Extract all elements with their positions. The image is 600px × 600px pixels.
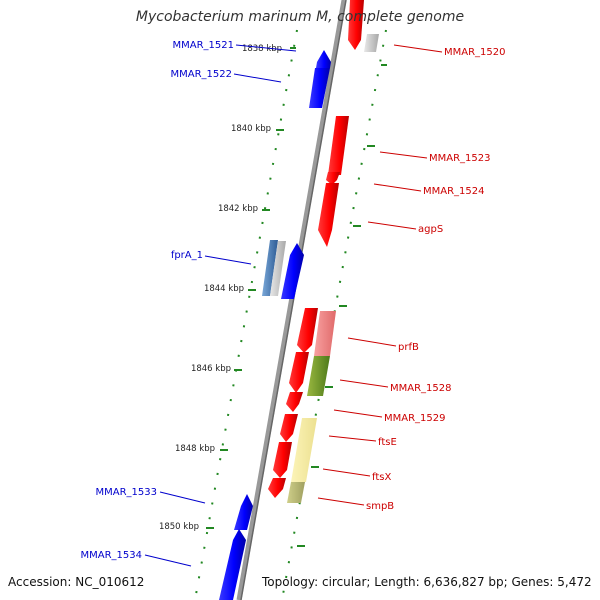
gene-ftsx-red[interactable] xyxy=(273,442,292,478)
scale-label-1850: 1850 kbp xyxy=(159,522,199,532)
label-mmar-1521[interactable]: MMAR_1521 xyxy=(173,40,235,51)
reverse-gene-labels: MMAR_1521 MMAR_1522 fprA_1 MMAR_1533 MMA… xyxy=(81,40,235,561)
label-mmar-1522[interactable]: MMAR_1522 xyxy=(171,69,233,80)
connector-ftsx xyxy=(322,468,371,477)
gene-smpb-red[interactable] xyxy=(268,478,286,498)
label-fpra-1[interactable]: fprA_1 xyxy=(171,250,203,261)
connector-mmar-1533 xyxy=(159,491,206,504)
label-mmar-1528[interactable]: MMAR_1528 xyxy=(390,383,452,394)
label-mmar-1534[interactable]: MMAR_1534 xyxy=(81,550,143,561)
gene-mmar-1534[interactable] xyxy=(219,529,246,600)
gene-mmar-1522[interactable] xyxy=(309,68,330,108)
gene-mmar-1529[interactable] xyxy=(286,392,303,412)
gene-mmar-1520-gray[interactable] xyxy=(364,34,379,52)
gene-agps[interactable] xyxy=(318,183,339,247)
label-ftse[interactable]: ftsE xyxy=(378,437,397,448)
scale-label-1842: 1842 kbp xyxy=(218,204,258,214)
gene-mmar-1533[interactable] xyxy=(234,494,253,530)
label-mmar-1523[interactable]: MMAR_1523 xyxy=(429,153,491,164)
label-ftsx[interactable]: ftsX xyxy=(372,472,391,483)
label-agps[interactable]: agpS xyxy=(418,224,443,235)
gene-ftsx-yellow[interactable] xyxy=(291,418,317,482)
tick-marks xyxy=(206,47,387,547)
map-title: Mycobacterium marinum M, complete genome xyxy=(135,9,465,25)
connector-ftse xyxy=(328,435,377,442)
forward-gene-labels: MMAR_1520 MMAR_1523 MMAR_1524 agpS prfB … xyxy=(366,47,506,512)
scale-label-1838: 1838 kbp xyxy=(242,44,282,54)
connector-smpb xyxy=(317,497,365,506)
gene-mmar-1528-olive[interactable] xyxy=(307,356,330,396)
connector-mmar-1521 xyxy=(235,44,297,52)
scale-label-1846: 1846 kbp xyxy=(191,364,231,374)
label-mmar-1529[interactable]: MMAR_1529 xyxy=(384,413,446,424)
label-mmar-1520[interactable]: MMAR_1520 xyxy=(444,47,506,58)
scale-label-1840: 1840 kbp xyxy=(231,124,271,134)
scale-labels: 1838 kbp 1840 kbp 1842 kbp 1844 kbp 1846… xyxy=(159,44,282,532)
connector-mmar-1523 xyxy=(379,151,428,159)
reverse-genes xyxy=(219,50,331,600)
gene-mmar-1520-arrow[interactable] xyxy=(348,0,364,50)
connector-fpra-1 xyxy=(204,255,252,265)
gene-fpra-1-gray[interactable] xyxy=(270,241,286,296)
label-smpb[interactable]: smpB xyxy=(366,501,394,512)
forward-genes xyxy=(268,0,379,503)
gene-prfb-pink[interactable] xyxy=(314,311,336,356)
connector-mmar-1529 xyxy=(333,409,383,418)
topology-text: Topology: circular; Length: 6,636,827 bp… xyxy=(262,575,592,589)
gene-fpra-1-blue[interactable] xyxy=(281,243,304,299)
connector-mmar-1522 xyxy=(233,73,282,83)
label-mmar-1524[interactable]: MMAR_1524 xyxy=(423,186,485,197)
connector-agps xyxy=(367,221,417,230)
gene-fpra-1-steel[interactable] xyxy=(262,240,278,296)
connector-mmar-1528 xyxy=(339,379,389,388)
connector-mmar-1534 xyxy=(144,554,192,567)
connector-mmar-1524 xyxy=(373,183,422,192)
genome-backbone xyxy=(236,0,347,600)
gene-mmar-1524-head[interactable] xyxy=(326,172,340,185)
label-connectors xyxy=(144,44,443,567)
gene-smpb-khaki[interactable] xyxy=(287,482,305,503)
scale-label-1844: 1844 kbp xyxy=(204,284,244,294)
accession-text: Accession: NC_010612 xyxy=(8,575,145,589)
label-prfb[interactable]: prfB xyxy=(398,342,419,353)
gene-mmar-1523[interactable] xyxy=(328,116,349,175)
connector-mmar-1520 xyxy=(393,44,443,53)
gene-prfb-red[interactable] xyxy=(297,308,318,353)
gene-ftse[interactable] xyxy=(280,414,298,442)
connector-prfb xyxy=(347,337,397,347)
scale-label-1848: 1848 kbp xyxy=(175,444,215,454)
gene-mmar-1528-red[interactable] xyxy=(289,352,309,393)
genome-backbone-shade xyxy=(240,0,347,600)
gene-mmar-1521[interactable] xyxy=(316,50,331,68)
label-mmar-1533[interactable]: MMAR_1533 xyxy=(96,487,158,498)
